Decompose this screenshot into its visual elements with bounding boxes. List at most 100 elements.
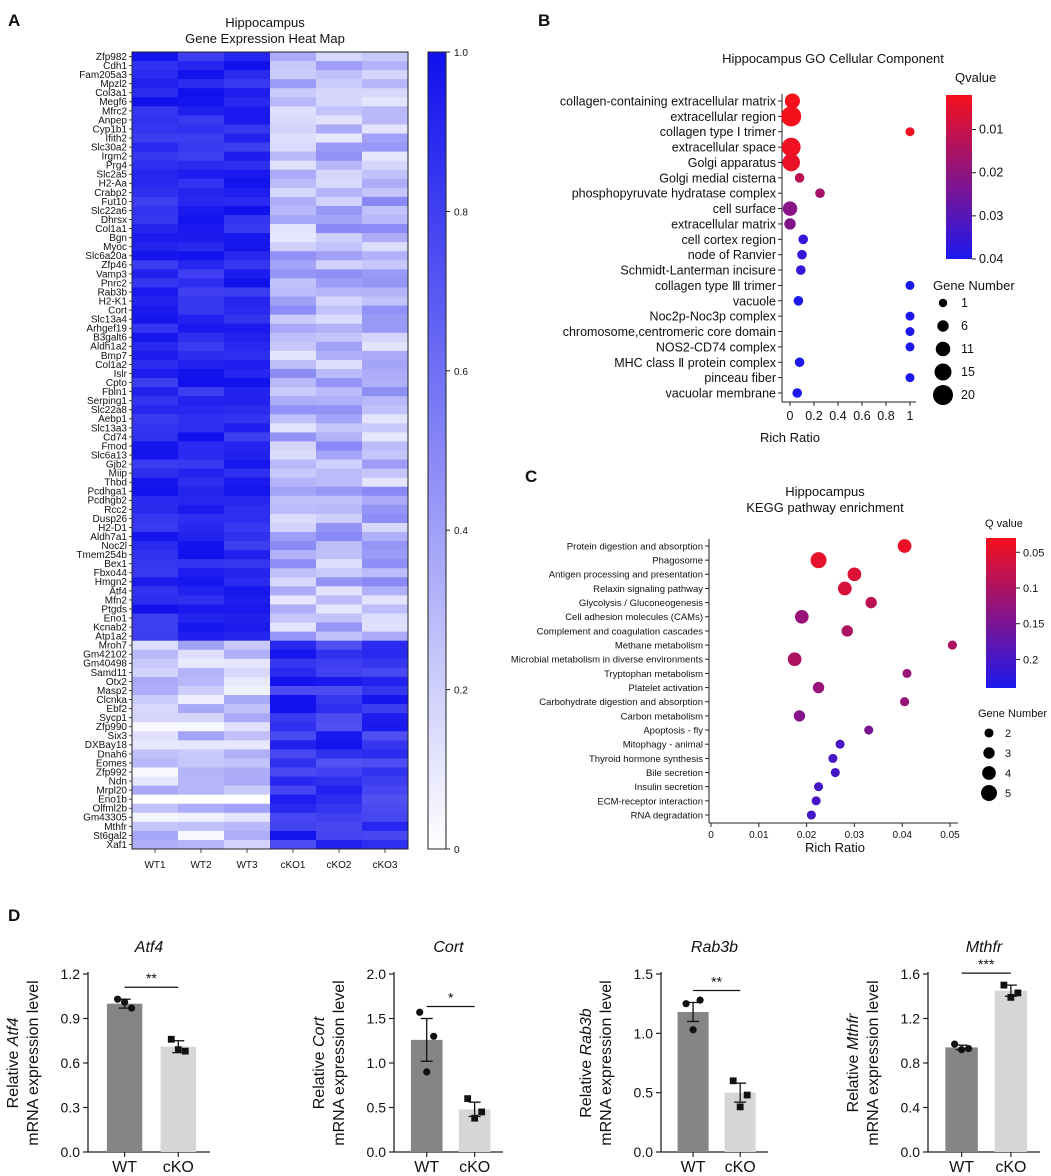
- heatmap-cell: [362, 368, 409, 379]
- heatmap-row-label: Olfml2b: [93, 804, 128, 815]
- heatmap-cell: [362, 522, 409, 533]
- heatmap-row-label: Gjb2: [106, 459, 128, 470]
- bar-x-label: WT: [681, 1159, 706, 1176]
- heatmap-cell: [270, 378, 317, 388]
- heatmap-row-label: Crabp2: [94, 188, 127, 199]
- heatmap-cell: [132, 713, 179, 723]
- heatmap-cell: [178, 260, 225, 270]
- heatmap-row-label: Clcnka: [96, 695, 127, 706]
- heatmap-cell: [178, 251, 225, 261]
- heatmap-cell: [224, 305, 271, 316]
- heatmap-row-label: Fbln1: [102, 387, 127, 398]
- heatmap-cell: [362, 396, 409, 406]
- heatmap-cell: [270, 305, 317, 316]
- heatmap-cell: [178, 532, 225, 542]
- heatmap-row-label: Slc13a3: [91, 423, 128, 434]
- heatmap-cell: [132, 70, 179, 80]
- heatmap-cell: [178, 296, 225, 306]
- heatmap-cell: [178, 568, 225, 578]
- heatmap-cell: [178, 269, 225, 279]
- heatmap-cell: [316, 740, 363, 750]
- heatmap-cell: [132, 676, 179, 687]
- heatmap-cell: [132, 776, 179, 787]
- term-dot: [841, 625, 853, 637]
- heatmap-cell: [178, 450, 225, 460]
- heatmap-cell: [270, 604, 317, 614]
- term-label: Tryptophan metabolism: [604, 669, 703, 680]
- x-tick-label: 0.05: [940, 830, 960, 841]
- term-label: cell cortex region: [682, 233, 777, 247]
- heatmap-cell: [316, 133, 363, 143]
- heatmap-cell: [316, 532, 363, 542]
- size-legend-label: 15: [961, 365, 975, 379]
- ylabel-prefix: Relative: [5, 1046, 22, 1108]
- heatmap-row-label: Mfn2: [105, 595, 128, 606]
- data-point: [121, 998, 129, 1006]
- heatmap-row-label: Ifith2: [105, 133, 127, 144]
- heatmap-row-label: Col1a2: [95, 360, 127, 371]
- heatmap-cell: [316, 414, 363, 424]
- x-tick-label: 0.04: [892, 830, 912, 841]
- bar-x-label: cKO: [995, 1159, 1026, 1176]
- heatmap-cell: [270, 749, 317, 759]
- color-legend-label: 0.1: [1023, 583, 1038, 595]
- heatmap-cell: [224, 776, 271, 787]
- term-dot: [865, 596, 877, 609]
- heatmap-cell: [178, 495, 225, 506]
- heatmap-cell: [224, 196, 271, 207]
- heatmap-cell: [270, 812, 317, 823]
- color-legend-bar: [946, 95, 972, 259]
- heatmap-cell: [362, 794, 409, 805]
- size-legend-label: 3: [1005, 748, 1011, 760]
- heatmap-cell: [132, 350, 179, 361]
- term-label: Glycolysis / Gluconeogenesis: [579, 598, 703, 609]
- heatmap-cell: [270, 622, 317, 633]
- heatmap-row-label: Slc22a6: [91, 206, 128, 217]
- heatmap-cell: [362, 550, 409, 560]
- term-label: Microbial metabolism in diverse environm…: [511, 655, 703, 666]
- bar-x-label: WT: [112, 1159, 137, 1176]
- heatmap-cell: [224, 486, 271, 497]
- heatmap-cell: [316, 568, 363, 578]
- heatmap-cell: [132, 242, 179, 252]
- kegg-title-line2: KEGG pathway enrichment: [746, 500, 904, 515]
- heatmap-cell: [316, 88, 363, 98]
- heatmap-cell: [316, 631, 363, 642]
- heatmap-cell: [270, 522, 317, 533]
- heatmap-row-label: Cpto: [106, 378, 128, 389]
- term-dot: [810, 552, 827, 569]
- data-point: [423, 1068, 431, 1076]
- heatmap-cell: [132, 387, 179, 397]
- heatmap-column-label: WT3: [236, 860, 258, 871]
- significance-stars: **: [146, 970, 157, 986]
- data-point: [682, 1000, 690, 1008]
- heatmap-cell: [132, 368, 179, 379]
- term-dot: [798, 234, 809, 245]
- heatmap-cell: [178, 115, 225, 125]
- color-legend-label: 0.04: [979, 252, 1003, 266]
- heatmap-cell: [224, 559, 271, 569]
- heatmap-cell: [224, 432, 271, 442]
- data-point: [958, 1046, 966, 1054]
- term-label: Carbohydrate digestion and absorption: [539, 697, 703, 708]
- heatmap-cell: [178, 305, 225, 316]
- heatmap-cell: [316, 468, 363, 479]
- term-label: cell surface: [713, 202, 776, 216]
- size-legend-label: 2: [1005, 728, 1011, 740]
- term-label: Phagosome: [652, 556, 703, 567]
- heatmap-cell: [224, 441, 271, 451]
- heatmap-cell: [362, 722, 409, 732]
- heatmap-cell: [270, 70, 317, 80]
- heatmap-cell: [178, 695, 225, 705]
- size-legend-dot: [982, 766, 996, 780]
- heatmap-cell: [316, 676, 363, 687]
- heatmap-cell: [316, 522, 363, 533]
- heatmap-cell: [316, 685, 363, 696]
- heatmap-cell: [132, 667, 179, 678]
- heatmap-cell: [270, 396, 317, 406]
- heatmap-cell: [316, 704, 363, 714]
- heatmap-row-label: Zfp46: [101, 260, 127, 271]
- heatmap-cell: [132, 504, 179, 515]
- term-label: Insulin secretion: [634, 782, 703, 793]
